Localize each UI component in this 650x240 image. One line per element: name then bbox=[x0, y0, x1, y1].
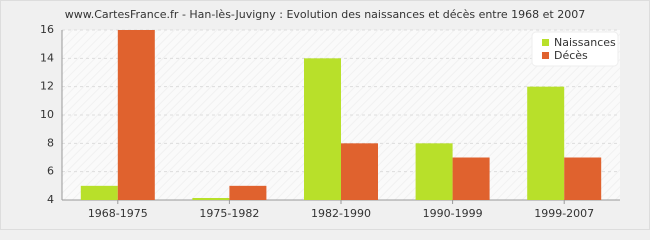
legend-box bbox=[531, 31, 619, 67]
y-tick-label: 12 bbox=[40, 80, 54, 93]
chart-title: www.CartesFrance.fr - Han-lès-Juvigny : … bbox=[65, 8, 585, 21]
y-tick-label: 6 bbox=[47, 165, 54, 178]
bar bbox=[192, 198, 230, 200]
legend-swatch bbox=[542, 52, 549, 59]
x-tick-label: 1968-1975 bbox=[88, 207, 148, 220]
legend-label: Naissances bbox=[554, 36, 616, 49]
bar bbox=[304, 58, 341, 201]
x-tick-label: 1999-2007 bbox=[534, 207, 594, 220]
y-tick-label: 8 bbox=[47, 136, 54, 149]
x-tick-label: 1990-1999 bbox=[423, 207, 483, 220]
bar bbox=[229, 185, 267, 200]
bar bbox=[341, 143, 378, 200]
x-tick-label: 1975-1982 bbox=[199, 207, 259, 220]
bar bbox=[564, 157, 602, 200]
chart: www.CartesFrance.fr - Han-lès-Juvigny : … bbox=[0, 0, 650, 230]
bar bbox=[415, 143, 453, 200]
bar bbox=[527, 86, 565, 200]
y-tick-label: 14 bbox=[40, 51, 54, 64]
y-tick-label: 16 bbox=[40, 23, 54, 36]
bar bbox=[452, 157, 490, 200]
y-tick-label: 10 bbox=[40, 108, 54, 121]
y-tick-label: 4 bbox=[47, 193, 54, 206]
legend-swatch bbox=[542, 39, 549, 46]
legend-label: Décès bbox=[554, 49, 588, 62]
bar bbox=[117, 30, 155, 200]
bar bbox=[80, 185, 118, 200]
x-tick-label: 1982-1990 bbox=[311, 207, 371, 220]
page: www.CartesFrance.fr - Han-lès-Juvigny : … bbox=[0, 0, 650, 230]
